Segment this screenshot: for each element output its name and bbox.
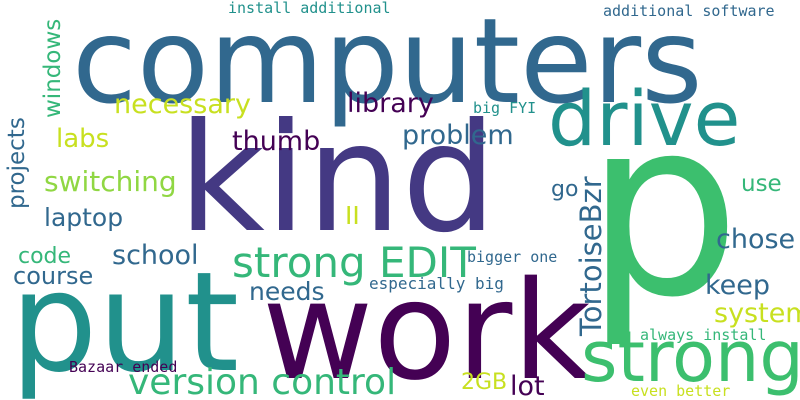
word-thumb: thumb [232, 126, 321, 157]
word-additional-software: additional software [603, 2, 775, 20]
word-course: course [13, 262, 94, 290]
word-p: p [585, 66, 741, 351]
word-school: school [112, 240, 199, 271]
word-drive: drive [548, 74, 741, 163]
word-chose: chose [716, 224, 796, 255]
word-library: library [347, 88, 434, 119]
word-kind: kind [178, 92, 497, 266]
word-switching: switching [44, 165, 177, 198]
word-bigger-one: bigger one [467, 248, 558, 266]
word-go: go [551, 177, 579, 202]
word-necessary: necessary [114, 89, 251, 120]
word-laptop: laptop [44, 203, 124, 232]
word-tortoisebzr: TortoiseBzr [574, 176, 608, 336]
word-especially-big: especially big [369, 274, 504, 293]
word-needs: needs [249, 277, 325, 306]
word-always-install: always install [640, 326, 767, 344]
word-system: system [714, 298, 800, 329]
word-big-fyi: big FYI [473, 99, 537, 117]
word-code: code [18, 244, 72, 269]
word-computers: computers [72, 0, 703, 130]
word-labs: labs [56, 124, 110, 154]
word-strong: strong [581, 316, 800, 398]
word-windows: windows [40, 18, 66, 118]
word-version-control: version control [128, 362, 397, 400]
word-put: put [10, 242, 240, 400]
word-projects: projects [4, 117, 30, 209]
word-use: use [741, 171, 782, 197]
word-bazaar-ended: Bazaar ended [69, 358, 178, 376]
word-strong-edit: strong EDIT [232, 238, 476, 287]
word-ii: II [345, 201, 360, 230]
word-even-better: even better [631, 382, 731, 400]
word-work: work [262, 253, 592, 400]
word-keep: keep [705, 270, 771, 301]
word-2gb: 2GB [461, 370, 508, 395]
word-lot: lot [510, 371, 545, 400]
word-problem: problem [402, 120, 514, 151]
word-install-additional: install additional [228, 0, 391, 17]
